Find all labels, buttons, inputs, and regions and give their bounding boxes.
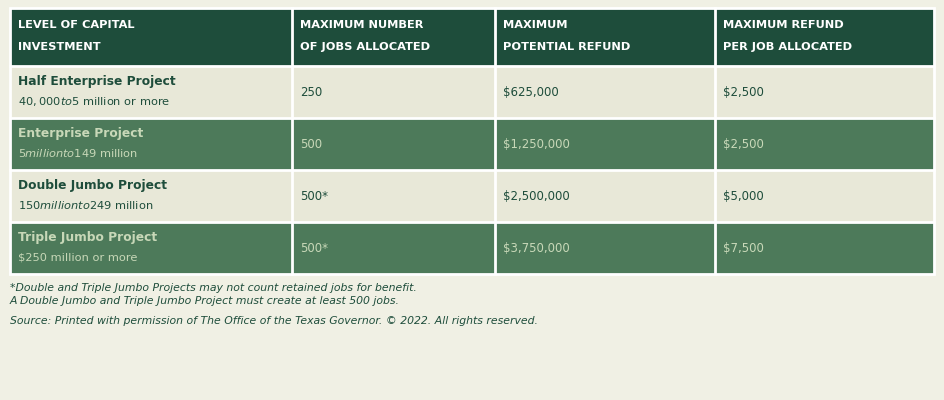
Bar xyxy=(292,222,495,274)
Text: Source: Printed with permission of The Office of the Texas Governor. © 2022. All: Source: Printed with permission of The O… xyxy=(10,316,537,326)
Text: $1,250,000: $1,250,000 xyxy=(502,138,569,150)
Bar xyxy=(10,66,292,118)
Text: 250: 250 xyxy=(299,86,322,98)
Bar xyxy=(292,170,495,222)
Text: POTENTIAL REFUND: POTENTIAL REFUND xyxy=(502,42,630,52)
Bar xyxy=(292,66,495,118)
Bar xyxy=(715,118,933,170)
Text: Half Enterprise Project: Half Enterprise Project xyxy=(18,75,176,88)
Text: 500*: 500* xyxy=(299,242,328,254)
Text: PER JOB ALLOCATED: PER JOB ALLOCATED xyxy=(722,42,851,52)
Bar xyxy=(715,170,933,222)
Text: $5 million to $149 million: $5 million to $149 million xyxy=(18,147,138,159)
Bar xyxy=(495,8,715,66)
Bar xyxy=(10,8,933,274)
Bar xyxy=(292,118,495,170)
Text: $150 million to $249 million: $150 million to $249 million xyxy=(18,199,153,211)
Text: $7,500: $7,500 xyxy=(722,242,763,254)
Bar xyxy=(715,8,933,66)
Bar xyxy=(495,66,715,118)
Bar xyxy=(715,66,933,118)
Bar xyxy=(292,8,495,66)
Text: Enterprise Project: Enterprise Project xyxy=(18,127,143,140)
Text: *Double and Triple Jumbo Projects may not count retained jobs for benefit.: *Double and Triple Jumbo Projects may no… xyxy=(10,283,416,293)
Bar xyxy=(10,118,292,170)
Text: $2,500,000: $2,500,000 xyxy=(502,190,569,202)
Text: 500: 500 xyxy=(299,138,322,150)
Text: $2,500: $2,500 xyxy=(722,138,763,150)
Text: $3,750,000: $3,750,000 xyxy=(502,242,569,254)
Text: Triple Jumbo Project: Triple Jumbo Project xyxy=(18,231,157,244)
Bar xyxy=(10,222,292,274)
Text: $40,000 to $5 million or more: $40,000 to $5 million or more xyxy=(18,95,170,108)
Text: $250 million or more: $250 million or more xyxy=(18,252,137,262)
Bar xyxy=(495,170,715,222)
Text: $5,000: $5,000 xyxy=(722,190,763,202)
Text: MAXIMUM: MAXIMUM xyxy=(502,20,567,30)
Text: Double Jumbo Project: Double Jumbo Project xyxy=(18,179,167,192)
Text: A Double Jumbo and Triple Jumbo Project must create at least 500 jobs.: A Double Jumbo and Triple Jumbo Project … xyxy=(10,296,399,306)
Text: $2,500: $2,500 xyxy=(722,86,763,98)
Bar xyxy=(715,222,933,274)
Text: 500*: 500* xyxy=(299,190,328,202)
Text: LEVEL OF CAPITAL: LEVEL OF CAPITAL xyxy=(18,20,134,30)
Bar xyxy=(10,170,292,222)
Text: MAXIMUM REFUND: MAXIMUM REFUND xyxy=(722,20,843,30)
Bar xyxy=(10,8,292,66)
Bar xyxy=(495,222,715,274)
Bar xyxy=(495,118,715,170)
Text: $625,000: $625,000 xyxy=(502,86,558,98)
Text: OF JOBS ALLOCATED: OF JOBS ALLOCATED xyxy=(299,42,430,52)
Text: INVESTMENT: INVESTMENT xyxy=(18,42,100,52)
Text: MAXIMUM NUMBER: MAXIMUM NUMBER xyxy=(299,20,423,30)
